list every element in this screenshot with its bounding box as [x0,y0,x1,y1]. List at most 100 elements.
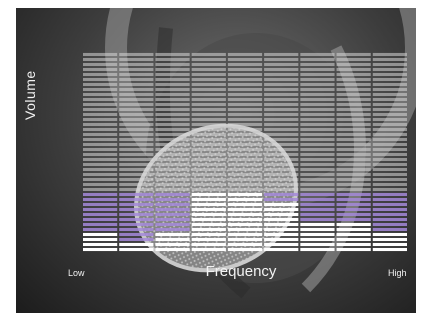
level-bar-unlit [264,182,299,187]
level-bar-lit [264,227,299,232]
level-bar-unlit [155,162,190,167]
level-bar-unlit [264,122,299,127]
level-bar-unlit [155,97,190,102]
level-bar-unlit [336,167,371,172]
level-bar-highlight [300,202,335,207]
band-column [336,52,371,252]
level-bar-lit [191,222,226,227]
level-bar-unlit [155,52,190,57]
level-bar-unlit [372,132,407,137]
level-bar-unlit [227,97,263,102]
level-bar-unlit [264,177,299,182]
level-bar-unlit [83,92,118,97]
level-bar-unlit [300,157,335,162]
level-bar-unlit [83,112,118,117]
level-bar-unlit [372,112,407,117]
level-bar-lit [300,232,335,237]
level-bar-unlit [372,127,407,132]
level-bar-lit [336,237,371,242]
level-bar-highlight [83,222,118,227]
level-bar-unlit [83,117,118,122]
level-bar-highlight [372,222,407,227]
level-bar-unlit [372,172,407,177]
level-bar-unlit [227,72,263,77]
x-high-label: High [388,268,407,278]
level-bar-unlit [372,142,407,147]
level-bar-unlit [264,107,299,112]
level-bar-unlit [372,102,407,107]
level-bar-lit [155,237,190,242]
level-bar-unlit [191,147,226,152]
level-bar-unlit [336,132,371,137]
level-bar-unlit [191,187,226,192]
level-bar-unlit [119,62,154,67]
level-bar-unlit [155,122,190,127]
level-bar-unlit [227,142,263,147]
level-bar-unlit [264,142,299,147]
level-bar-unlit [300,67,335,72]
level-bar-lit [119,242,154,247]
level-bar-highlight [119,207,154,212]
level-bar-unlit [336,122,371,127]
level-bar-unlit [372,157,407,162]
level-bar-highlight [119,232,154,237]
level-bar-lit [191,197,226,202]
level-bar-unlit [227,117,263,122]
level-bar-unlit [155,57,190,62]
level-bar-lit [372,232,407,237]
level-bar-unlit [336,92,371,97]
level-bar-unlit [336,142,371,147]
level-bar-lit [155,242,190,247]
level-bar-unlit [300,177,335,182]
level-bar-unlit [300,62,335,67]
level-bar-unlit [119,167,154,172]
level-bar-unlit [336,67,371,72]
level-bar-unlit [191,127,226,132]
level-bar-unlit [83,172,118,177]
level-bar-unlit [119,67,154,72]
level-bar-unlit [119,77,154,82]
level-bar-unlit [264,77,299,82]
level-bar-unlit [336,82,371,87]
level-bar-unlit [155,187,190,192]
level-bar-unlit [155,132,190,137]
level-bar-unlit [191,67,226,72]
level-bar-unlit [227,82,263,87]
level-bar-lit [191,247,226,252]
level-bar-highlight [155,212,190,217]
level-bar-unlit [264,167,299,172]
level-bar-unlit [119,187,154,192]
level-bar-unlit [155,177,190,182]
level-bar-unlit [227,92,263,97]
level-bar-unlit [372,82,407,87]
level-bar-unlit [83,107,118,112]
level-bar-unlit [300,182,335,187]
level-bar-unlit [119,147,154,152]
level-bar-unlit [119,137,154,142]
level-bar-lit [155,232,190,237]
level-bar-highlight [155,202,190,207]
level-bar-unlit [119,182,154,187]
level-bar-unlit [336,97,371,102]
level-bar-lit [191,242,226,247]
level-bar-unlit [155,92,190,97]
level-bar-unlit [83,167,118,172]
level-bar-unlit [155,62,190,67]
level-bar-lit [227,217,263,222]
level-bar-unlit [336,112,371,117]
level-bar-unlit [119,57,154,62]
level-bar-unlit [336,77,371,82]
level-bar-lit [191,227,226,232]
level-bar-unlit [155,182,190,187]
level-bar-unlit [227,102,263,107]
level-bar-unlit [336,62,371,67]
level-bar-unlit [155,82,190,87]
level-bar-unlit [264,152,299,157]
level-bar-unlit [300,87,335,92]
level-bar-lit [300,247,335,252]
level-bar-unlit [155,152,190,157]
level-bar-unlit [300,142,335,147]
level-bar-unlit [264,72,299,77]
level-bar-unlit [372,137,407,142]
level-bar-unlit [83,157,118,162]
